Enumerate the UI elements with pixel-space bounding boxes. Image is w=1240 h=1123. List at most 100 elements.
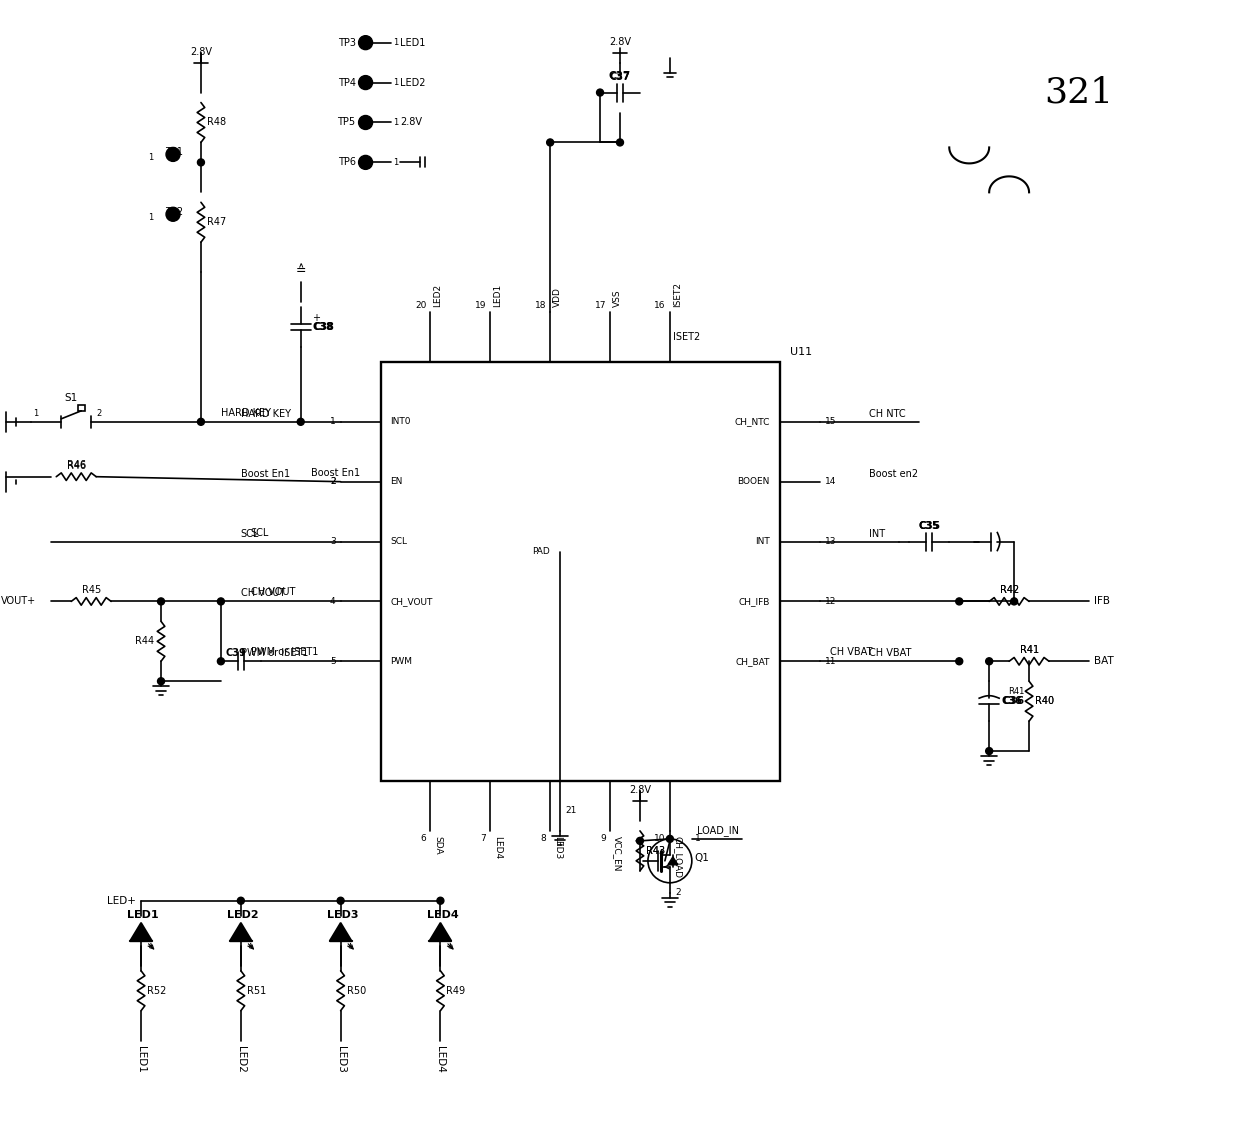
Text: CH VBAT: CH VBAT	[869, 648, 911, 658]
Circle shape	[197, 419, 205, 426]
Text: LED2: LED2	[227, 911, 259, 920]
Text: LED+: LED+	[107, 896, 136, 906]
Text: R41: R41	[1008, 686, 1024, 696]
Text: R43: R43	[646, 846, 665, 856]
Text: R43: R43	[646, 846, 665, 856]
Text: 2: 2	[330, 477, 336, 486]
Text: 2.8V: 2.8V	[629, 785, 651, 795]
Text: 19: 19	[475, 301, 486, 310]
Text: SDA: SDA	[434, 836, 443, 855]
Text: BOOEN: BOOEN	[738, 477, 770, 486]
Circle shape	[986, 658, 993, 665]
Text: LED2: LED2	[401, 77, 427, 88]
Text: 12: 12	[825, 597, 836, 606]
Text: 4: 4	[330, 597, 336, 606]
Text: LED4: LED4	[427, 911, 459, 920]
Text: R45: R45	[82, 585, 100, 595]
Circle shape	[157, 597, 165, 605]
Text: Boost en2: Boost en2	[869, 468, 919, 478]
Polygon shape	[429, 923, 451, 941]
Text: 21: 21	[565, 806, 577, 815]
Text: 18: 18	[534, 301, 546, 310]
Text: C35: C35	[919, 521, 940, 530]
Text: LED3: LED3	[336, 1046, 346, 1072]
Circle shape	[616, 139, 624, 146]
Text: CH_VOUT: CH_VOUT	[391, 597, 433, 606]
Text: EN: EN	[391, 477, 403, 486]
Text: LED3: LED3	[553, 836, 562, 859]
Text: 7: 7	[481, 834, 486, 843]
Text: INT0: INT0	[391, 418, 410, 427]
Text: TP3: TP3	[337, 38, 356, 47]
Text: CH VBAT: CH VBAT	[830, 647, 872, 657]
Text: 1: 1	[33, 409, 38, 418]
Text: 13: 13	[825, 537, 836, 546]
Text: R52: R52	[148, 986, 166, 996]
Text: R41: R41	[1019, 646, 1039, 656]
Text: R40: R40	[1035, 696, 1054, 706]
Circle shape	[217, 658, 224, 665]
Text: PWM: PWM	[391, 657, 413, 666]
Text: C36: C36	[1002, 696, 1024, 706]
Text: C36: C36	[1001, 696, 1022, 706]
Text: BAT: BAT	[1094, 656, 1114, 666]
Text: TP4: TP4	[337, 77, 356, 88]
Text: CH_NTC: CH_NTC	[734, 418, 770, 427]
Text: PAD: PAD	[532, 547, 551, 556]
Text: 2: 2	[97, 409, 102, 418]
Circle shape	[166, 208, 180, 221]
Text: PWM or ISET1: PWM or ISET1	[250, 647, 319, 657]
Text: 2: 2	[675, 888, 681, 897]
Circle shape	[237, 897, 244, 904]
Text: VDD: VDD	[553, 287, 562, 307]
Text: 15: 15	[825, 418, 836, 427]
Text: TP5: TP5	[337, 118, 356, 128]
Text: C35: C35	[919, 521, 940, 531]
Text: R48: R48	[207, 118, 226, 128]
Text: R44: R44	[135, 637, 154, 647]
Text: CH VOUT: CH VOUT	[250, 587, 295, 597]
Text: 20: 20	[415, 301, 427, 310]
Circle shape	[956, 658, 962, 665]
Text: LED3: LED3	[327, 911, 358, 920]
Text: HARD KEY: HARD KEY	[241, 409, 291, 419]
Circle shape	[157, 678, 165, 685]
Circle shape	[358, 75, 372, 90]
Text: VSS: VSS	[613, 290, 622, 307]
Text: LED4: LED4	[494, 836, 502, 859]
Text: 8: 8	[541, 834, 546, 843]
Text: 2.8V: 2.8V	[609, 37, 631, 47]
Text: R42: R42	[999, 585, 1019, 595]
Text: CH_IFB: CH_IFB	[738, 597, 770, 606]
Text: 1: 1	[694, 834, 701, 843]
Circle shape	[217, 597, 224, 605]
Circle shape	[436, 897, 444, 904]
Text: PWM or ISET1: PWM or ISET1	[241, 648, 309, 658]
Text: 321: 321	[1044, 75, 1114, 110]
Circle shape	[358, 116, 372, 129]
Circle shape	[358, 155, 372, 170]
Polygon shape	[330, 923, 352, 941]
Text: Q1: Q1	[694, 852, 709, 862]
Text: HARD KEY: HARD KEY	[221, 408, 270, 418]
Text: Boost En1: Boost En1	[311, 467, 360, 477]
Polygon shape	[668, 857, 678, 865]
Circle shape	[358, 36, 372, 49]
Text: R47: R47	[207, 217, 226, 227]
Text: LOAD_IN: LOAD_IN	[697, 825, 739, 836]
Text: VOUT+: VOUT+	[1, 596, 36, 606]
Polygon shape	[130, 923, 153, 941]
Circle shape	[596, 89, 604, 97]
Text: LED2: LED2	[236, 1046, 246, 1072]
Text: LED2: LED2	[434, 284, 443, 307]
Text: LED1: LED1	[136, 1046, 146, 1072]
Text: VCC_EN: VCC_EN	[613, 836, 622, 871]
Text: C37: C37	[609, 71, 631, 81]
Text: IFB: IFB	[1094, 596, 1110, 606]
Text: U11: U11	[790, 347, 812, 357]
Text: R50: R50	[347, 986, 366, 996]
Circle shape	[337, 897, 345, 904]
Text: LED4: LED4	[435, 1046, 445, 1072]
Text: R42: R42	[999, 585, 1019, 595]
Text: ISET2: ISET2	[673, 332, 701, 343]
